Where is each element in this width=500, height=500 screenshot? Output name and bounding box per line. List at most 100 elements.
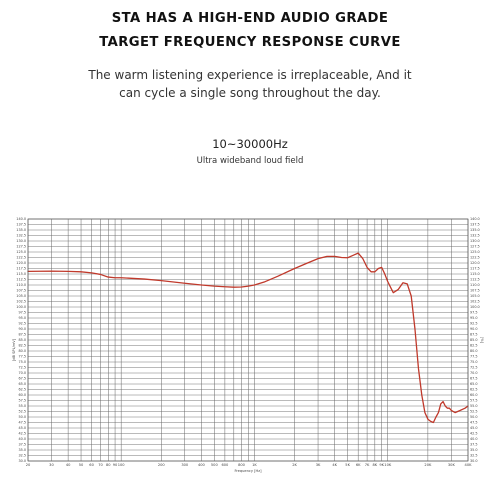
right-tick-label: 30.0 (470, 459, 478, 463)
right-tick-label: 100.0 (470, 305, 480, 309)
y-tick-label: 102.5 (16, 300, 26, 304)
y-tick-label: 132.5 (16, 234, 26, 238)
y-tick-label: 42.5 (18, 432, 26, 436)
right-tick-label: 117.5 (470, 267, 480, 271)
y-tick-label: 135.0 (16, 228, 26, 232)
right-tick-label: 85.0 (470, 338, 478, 342)
x-tick-label: 8K (373, 463, 378, 467)
right-tick-label: 115.0 (470, 272, 480, 276)
y-tick-label: 117.5 (16, 267, 26, 271)
response-curve-line (27, 252, 469, 424)
y-tick-label: 60.0 (18, 393, 26, 397)
right-tick-label: 90.0 (470, 327, 478, 331)
right-tick-label: 130.0 (470, 239, 480, 243)
y-tick-label: 37.5 (18, 443, 26, 447)
y-tick-label: 140.0 (16, 217, 26, 221)
right-tick-label: 110.0 (470, 283, 480, 287)
x-tick-label: 80 (106, 463, 111, 467)
x-tick-label: 200 (158, 463, 166, 467)
right-tick-label: 127.5 (470, 245, 480, 249)
x-tick-label: 30 (49, 463, 54, 467)
y-tick-label: 47.5 (18, 421, 26, 425)
right-tick-label: 135.0 (470, 228, 480, 232)
right-tick-label: 140.0 (470, 217, 480, 221)
y-tick-label: 137.5 (16, 223, 26, 227)
right-tick-label: 70.0 (470, 371, 478, 375)
x-tick-label: 30K (448, 463, 456, 467)
y-tick-label: 35.0 (18, 448, 26, 452)
y-tick-label: 95.0 (18, 316, 26, 320)
y-tick-label: 90.0 (18, 327, 26, 331)
right-tick-label: 105.0 (470, 294, 480, 298)
y-tick-label: 107.5 (16, 289, 26, 293)
y-tick-label: 75.0 (18, 360, 26, 364)
x-tick-label: 40K (465, 463, 473, 467)
x-tick-label: 70 (98, 463, 103, 467)
x-tick-label: 600 (221, 463, 229, 467)
y-tick-label: 115.0 (16, 272, 26, 276)
right-tick-label: 102.5 (470, 300, 480, 304)
y-tick-label: 72.5 (18, 366, 26, 370)
x-tick-label: 7K (365, 463, 370, 467)
right-tick-label: 72.5 (470, 366, 478, 370)
right-tick-label: 67.5 (470, 377, 478, 381)
y-tick-label: 112.5 (16, 278, 26, 282)
right-tick-label: 137.5 (470, 223, 480, 227)
y-tick-label: 50.0 (18, 415, 26, 419)
frequency-range-label: 10~30000Hz (212, 137, 288, 151)
right-tick-label: 75.0 (470, 360, 478, 364)
x-tick-label: 90 (113, 463, 118, 467)
x-tick-label: 300 (181, 463, 189, 467)
right-tick-label: 122.5 (470, 256, 480, 260)
right-tick-label: 60.0 (470, 393, 478, 397)
y-tick-label: 62.5 (18, 388, 26, 392)
x-tick-label: 2K (292, 463, 297, 467)
x-tick-label: 10K (384, 463, 392, 467)
y-tick-label: 32.5 (18, 454, 26, 458)
y-tick-label: 92.5 (18, 322, 26, 326)
y-tick-label: 55.0 (18, 404, 26, 408)
y-tick-label: 87.5 (18, 333, 26, 337)
x-tick-label: 400 (198, 463, 206, 467)
right-tick-label: 40.0 (470, 437, 478, 441)
y-tick-label: 52.5 (18, 410, 26, 414)
y-tick-label: 120.0 (16, 261, 26, 265)
y-tick-label: 80.0 (18, 349, 26, 353)
y-tick-label: 45.0 (18, 426, 26, 430)
x-tick-label: 3K (316, 463, 321, 467)
x-tick-label: 100 (118, 463, 126, 467)
right-tick-label: 107.5 (470, 289, 480, 293)
right-tick-label: 65.0 (470, 382, 478, 386)
right-tick-label: 77.5 (470, 355, 478, 359)
y-axis-title: [dB SPL/mV] (12, 338, 16, 361)
frequency-range-caption: Ultra wideband loud field (196, 156, 304, 166)
right-tick-label: 92.5 (470, 322, 478, 326)
right-tick-label: 82.5 (470, 344, 478, 348)
y-tick-label: 57.5 (18, 399, 26, 403)
y-tick-label: 82.5 (18, 344, 26, 348)
right-tick-label: 120.0 (470, 261, 480, 265)
right-tick-label: 125.0 (470, 250, 480, 254)
x-tick-label: 6K (356, 463, 361, 467)
y-tick-label: 40.0 (18, 437, 26, 441)
y-tick-label: 65.0 (18, 382, 26, 386)
right-tick-label: 80.0 (470, 349, 478, 353)
headline-line-1: STA HAS A HIGH-END AUDIO GRADE (111, 11, 389, 26)
right-tick-label: 45.0 (470, 426, 478, 430)
x-tick-label: 60 (89, 463, 94, 467)
right-tick-label: 95.0 (470, 316, 478, 320)
right-tick-label: 62.5 (470, 388, 478, 392)
description-line-2: can cycle a single song throughout the d… (119, 86, 381, 100)
y-tick-label: 125.0 (16, 250, 26, 254)
y-tick-label: 100.0 (16, 305, 26, 309)
y-tick-label: 110.0 (16, 283, 26, 287)
right-tick-label: 42.5 (470, 432, 478, 436)
right-tick-label: 32.5 (470, 454, 478, 458)
x-tick-label: 40 (66, 463, 71, 467)
x-tick-label: 1K (252, 463, 257, 467)
y-tick-label: 30.0 (18, 459, 26, 463)
right-tick-label: 37.5 (470, 443, 478, 447)
x-tick-label: 20K (424, 463, 432, 467)
y-tick-label: 105.0 (16, 294, 26, 298)
